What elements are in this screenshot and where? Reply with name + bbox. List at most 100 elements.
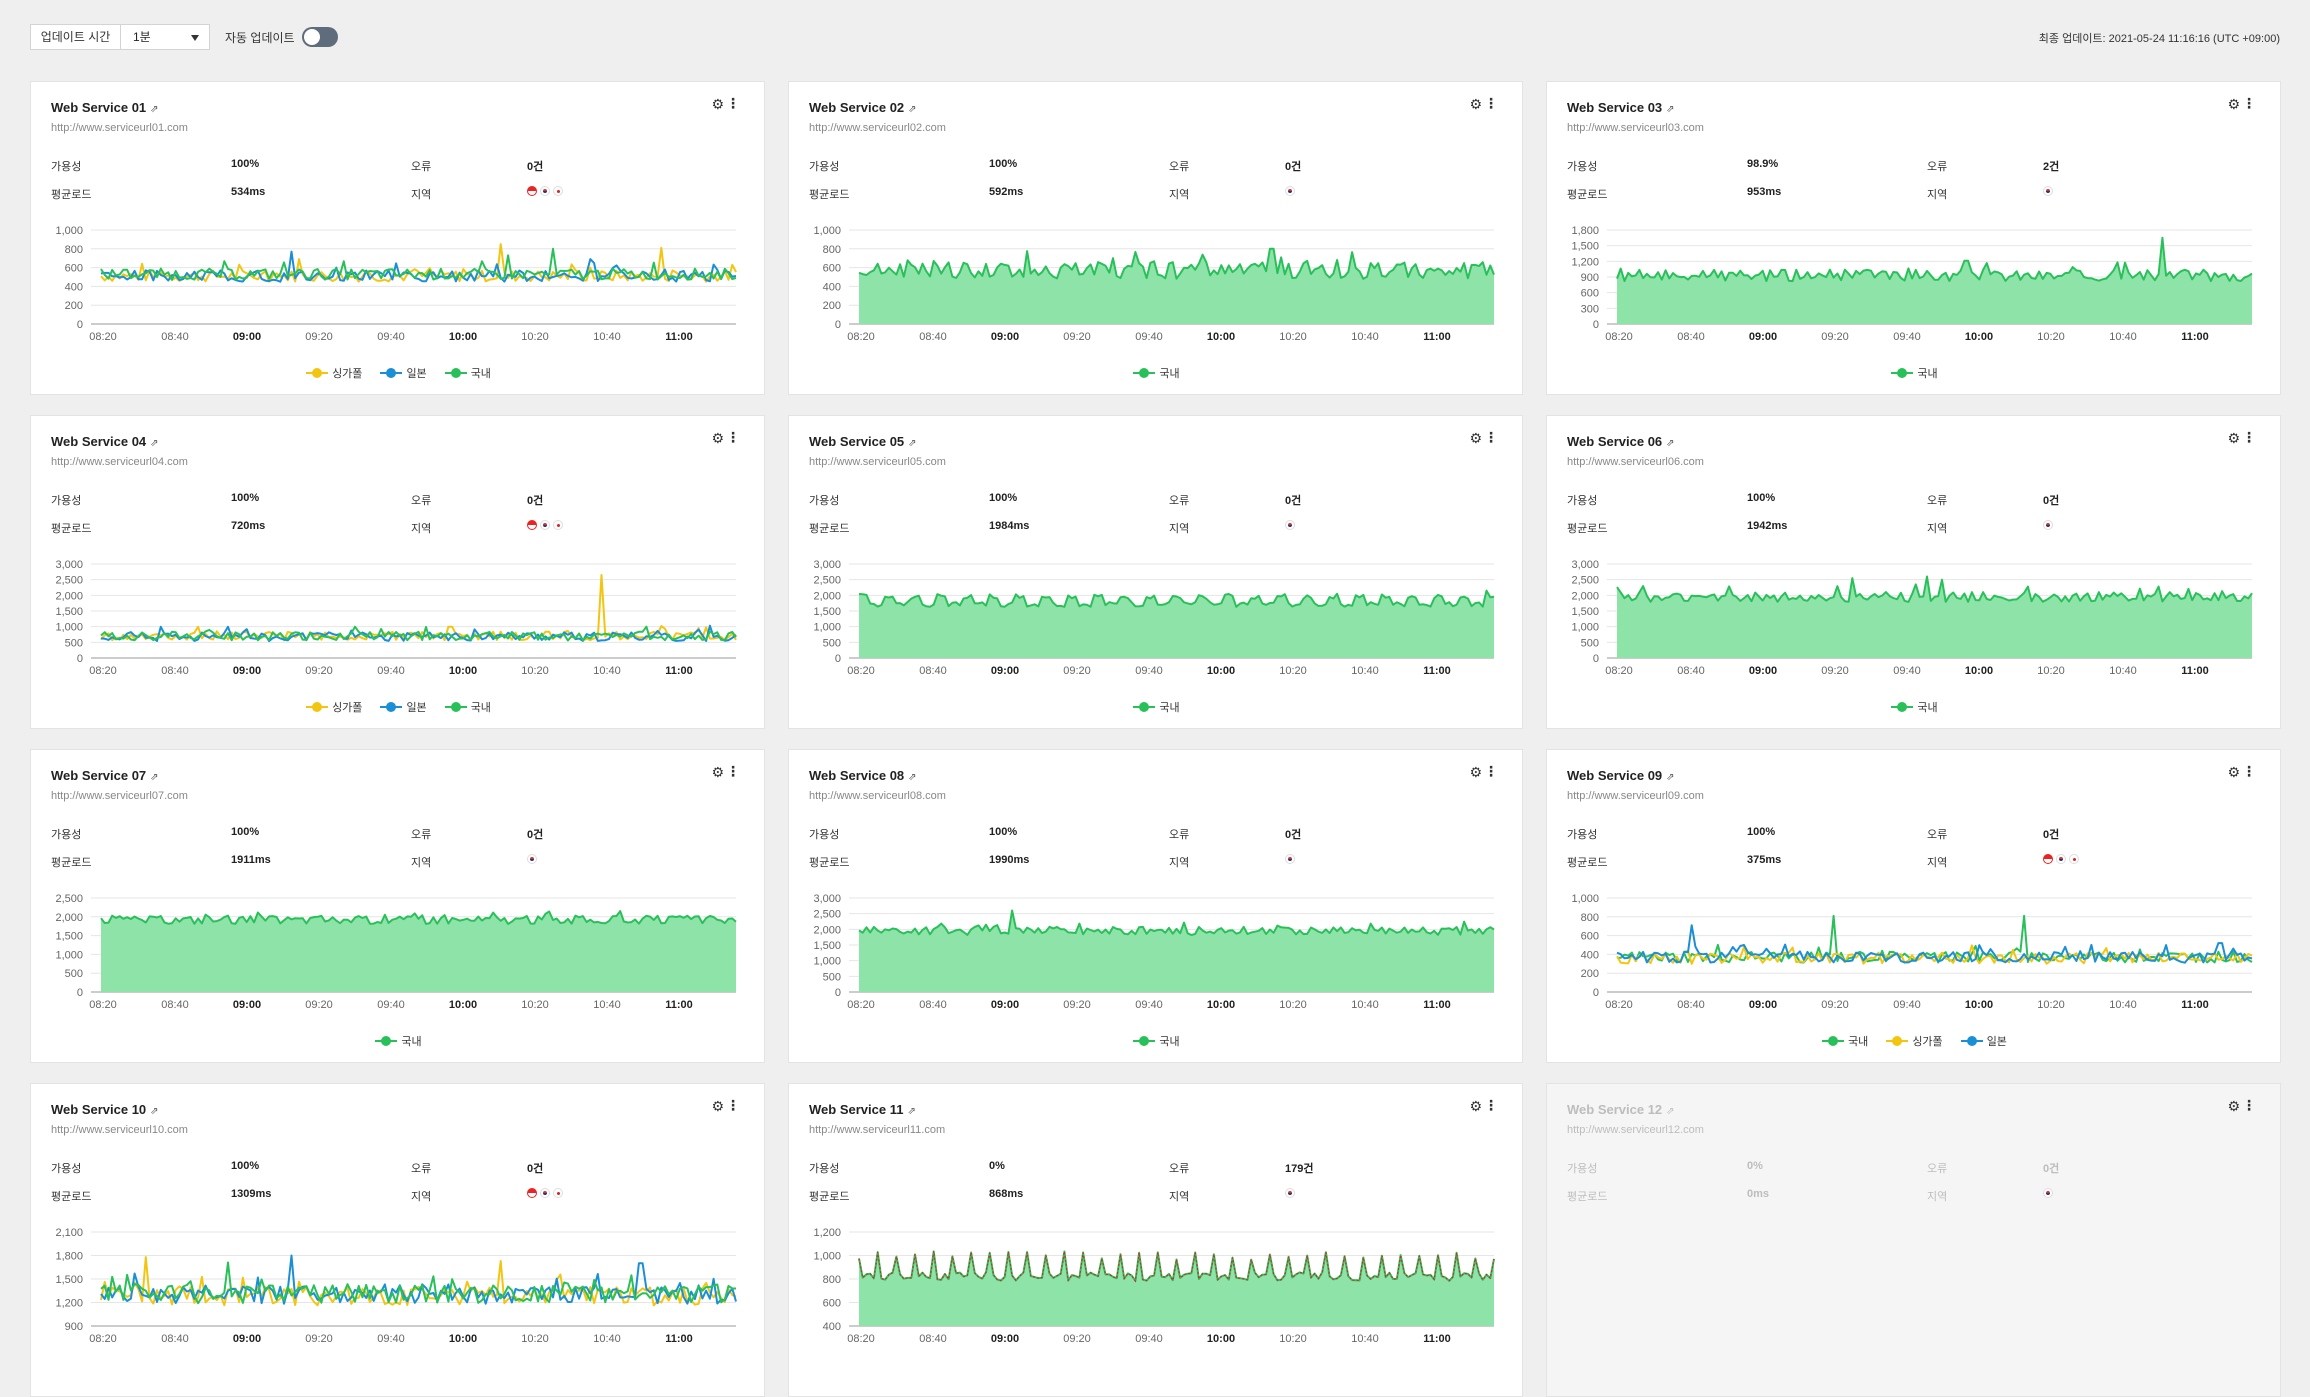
gear-icon[interactable]: ⚙ [1469, 1098, 1482, 1114]
gear-icon[interactable]: ⚙ [2227, 430, 2240, 446]
more-options-icon[interactable]: ⋮ [1484, 429, 1498, 445]
external-link-icon[interactable]: ⇗ [150, 1106, 159, 1117]
legend-item-kr[interactable]: 국내 [1133, 365, 1180, 381]
service-url[interactable]: http://www.serviceurl08.com [809, 790, 946, 802]
service-url[interactable]: http://www.serviceurl07.com [51, 790, 188, 802]
x-tick-label: 10:40 [1351, 665, 1379, 677]
external-link-icon[interactable]: ⇗ [150, 104, 159, 115]
x-tick-label: 11:00 [665, 999, 693, 1011]
service-url[interactable]: http://www.serviceurl01.com [51, 122, 188, 134]
update-interval-select[interactable]: 1분 [121, 25, 209, 49]
service-title[interactable]: Web Service 10 ⇗ [51, 1102, 159, 1117]
service-url[interactable]: http://www.serviceurl11.com [809, 1124, 946, 1136]
x-tick-label: 09:20 [1063, 999, 1091, 1011]
service-url[interactable]: http://www.serviceurl10.com [51, 1124, 188, 1136]
service-title[interactable]: Web Service 03 ⇗ [1567, 100, 1675, 115]
legend-item-sg[interactable]: 싱가폴 [1886, 1033, 1943, 1049]
service-url[interactable]: http://www.serviceurl06.com [1567, 456, 1704, 468]
legend-item-kr[interactable]: 국내 [1133, 699, 1180, 715]
x-tick-label: 11:00 [1423, 665, 1451, 677]
gear-icon[interactable]: ⚙ [2227, 96, 2240, 112]
service-title[interactable]: Web Service 04 ⇗ [51, 434, 159, 449]
more-options-icon[interactable]: ⋮ [2242, 429, 2256, 445]
service-title[interactable]: Web Service 01 ⇗ [51, 100, 159, 115]
external-link-icon[interactable]: ⇗ [907, 1106, 916, 1117]
gear-icon[interactable]: ⚙ [1469, 764, 1482, 780]
gear-icon[interactable]: ⚙ [2227, 1098, 2240, 1114]
legend-item-kr[interactable]: 국내 [1891, 365, 1938, 381]
legend-item-kr[interactable]: 국내 [1133, 1033, 1180, 1049]
external-link-icon[interactable]: ⇗ [908, 772, 917, 783]
external-link-icon[interactable]: ⇗ [908, 438, 917, 449]
gear-icon[interactable]: ⚙ [1469, 430, 1482, 446]
x-tick-label: 11:00 [2181, 665, 2209, 677]
service-title[interactable]: Web Service 11 ⇗ [809, 1102, 916, 1117]
y-tick-label: 1,800 [55, 1251, 83, 1263]
gear-icon[interactable]: ⚙ [2227, 764, 2240, 780]
external-link-icon[interactable]: ⇗ [150, 772, 159, 783]
y-tick-label: 0 [835, 987, 841, 999]
legend-item-jp[interactable]: 일본 [1960, 1033, 2007, 1049]
service-title[interactable]: Web Service 05 ⇗ [809, 434, 917, 449]
service-title-text: Web Service 08 [809, 768, 905, 783]
external-link-icon[interactable]: ⇗ [1666, 772, 1675, 783]
service-url[interactable]: http://www.serviceurl04.com [51, 456, 188, 468]
external-link-icon[interactable]: ⇗ [150, 438, 159, 449]
external-link-icon[interactable]: ⇗ [1666, 104, 1675, 115]
service-url[interactable]: http://www.serviceurl02.com [809, 122, 946, 134]
more-options-icon[interactable]: ⋮ [2242, 763, 2256, 779]
more-options-icon[interactable]: ⋮ [726, 95, 740, 111]
more-options-icon[interactable]: ⋮ [1484, 95, 1498, 111]
y-tick-label: 3,000 [813, 893, 841, 905]
service-title[interactable]: Web Service 08 ⇗ [809, 768, 917, 783]
avg-load-label: 평균로드 [51, 189, 92, 201]
external-link-icon[interactable]: ⇗ [1666, 1106, 1675, 1117]
more-options-icon[interactable]: ⋮ [726, 1097, 740, 1113]
gear-icon[interactable]: ⚙ [711, 430, 724, 446]
service-url[interactable]: http://www.serviceurl12.com [1567, 1124, 1704, 1136]
service-url[interactable]: http://www.serviceurl03.com [1567, 122, 1704, 134]
external-link-icon[interactable]: ⇗ [1666, 438, 1675, 449]
service-title[interactable]: Web Service 09 ⇗ [1567, 768, 1675, 783]
y-tick-label: 2,500 [55, 893, 83, 905]
legend-item-kr[interactable]: 국내 [1822, 1033, 1868, 1049]
more-options-icon[interactable]: ⋮ [2242, 95, 2256, 111]
region-label: 지역 [1169, 1191, 1190, 1203]
more-options-icon[interactable]: ⋮ [2242, 1097, 2256, 1113]
legend-item-kr[interactable]: 국내 [444, 699, 491, 715]
more-options-icon[interactable]: ⋮ [1484, 1097, 1498, 1113]
auto-update-toggle[interactable] [302, 27, 338, 47]
x-tick-label: 09:40 [1135, 999, 1163, 1011]
external-link-icon[interactable]: ⇗ [908, 104, 917, 115]
more-options-icon[interactable]: ⋮ [726, 763, 740, 779]
gear-icon[interactable]: ⚙ [711, 1098, 724, 1114]
service-url[interactable]: http://www.serviceurl09.com [1567, 790, 1704, 802]
x-tick-label: 09:00 [233, 1333, 261, 1345]
more-options-icon[interactable]: ⋮ [1484, 763, 1498, 779]
legend-item-sg[interactable]: 싱가폴 [306, 699, 362, 715]
error-label: 오류 [411, 495, 432, 507]
legend-item-sg[interactable]: 싱가폴 [306, 365, 362, 381]
service-url[interactable]: http://www.serviceurl05.com [809, 456, 946, 468]
error-label: 오류 [1169, 1163, 1190, 1175]
y-tick-label: 3,000 [813, 559, 841, 571]
gear-icon[interactable]: ⚙ [711, 96, 724, 112]
legend-item-kr[interactable]: 국내 [375, 1033, 422, 1049]
x-tick-label: 09:20 [1063, 331, 1091, 343]
flag-sg-icon [2043, 854, 2053, 864]
legend-item-jp[interactable]: 일본 [380, 699, 427, 715]
avg-load-label: 평균로드 [51, 523, 92, 535]
more-options-icon[interactable]: ⋮ [726, 429, 740, 445]
legend-item-kr[interactable]: 국내 [444, 365, 491, 381]
series-area [1617, 576, 2252, 658]
service-title[interactable]: Web Service 02 ⇗ [809, 100, 917, 115]
gear-icon[interactable]: ⚙ [1469, 96, 1482, 112]
gear-icon[interactable]: ⚙ [711, 764, 724, 780]
legend-item-kr[interactable]: 국내 [1891, 699, 1938, 715]
avg-load-value: 720ms [231, 520, 266, 532]
legend-item-jp[interactable]: 일본 [380, 365, 427, 381]
service-title[interactable]: Web Service 12 ⇗ [1567, 1102, 1675, 1117]
x-tick-label: 09:20 [305, 665, 333, 677]
service-title[interactable]: Web Service 07 ⇗ [51, 768, 159, 783]
service-title[interactable]: Web Service 06 ⇗ [1567, 434, 1675, 449]
